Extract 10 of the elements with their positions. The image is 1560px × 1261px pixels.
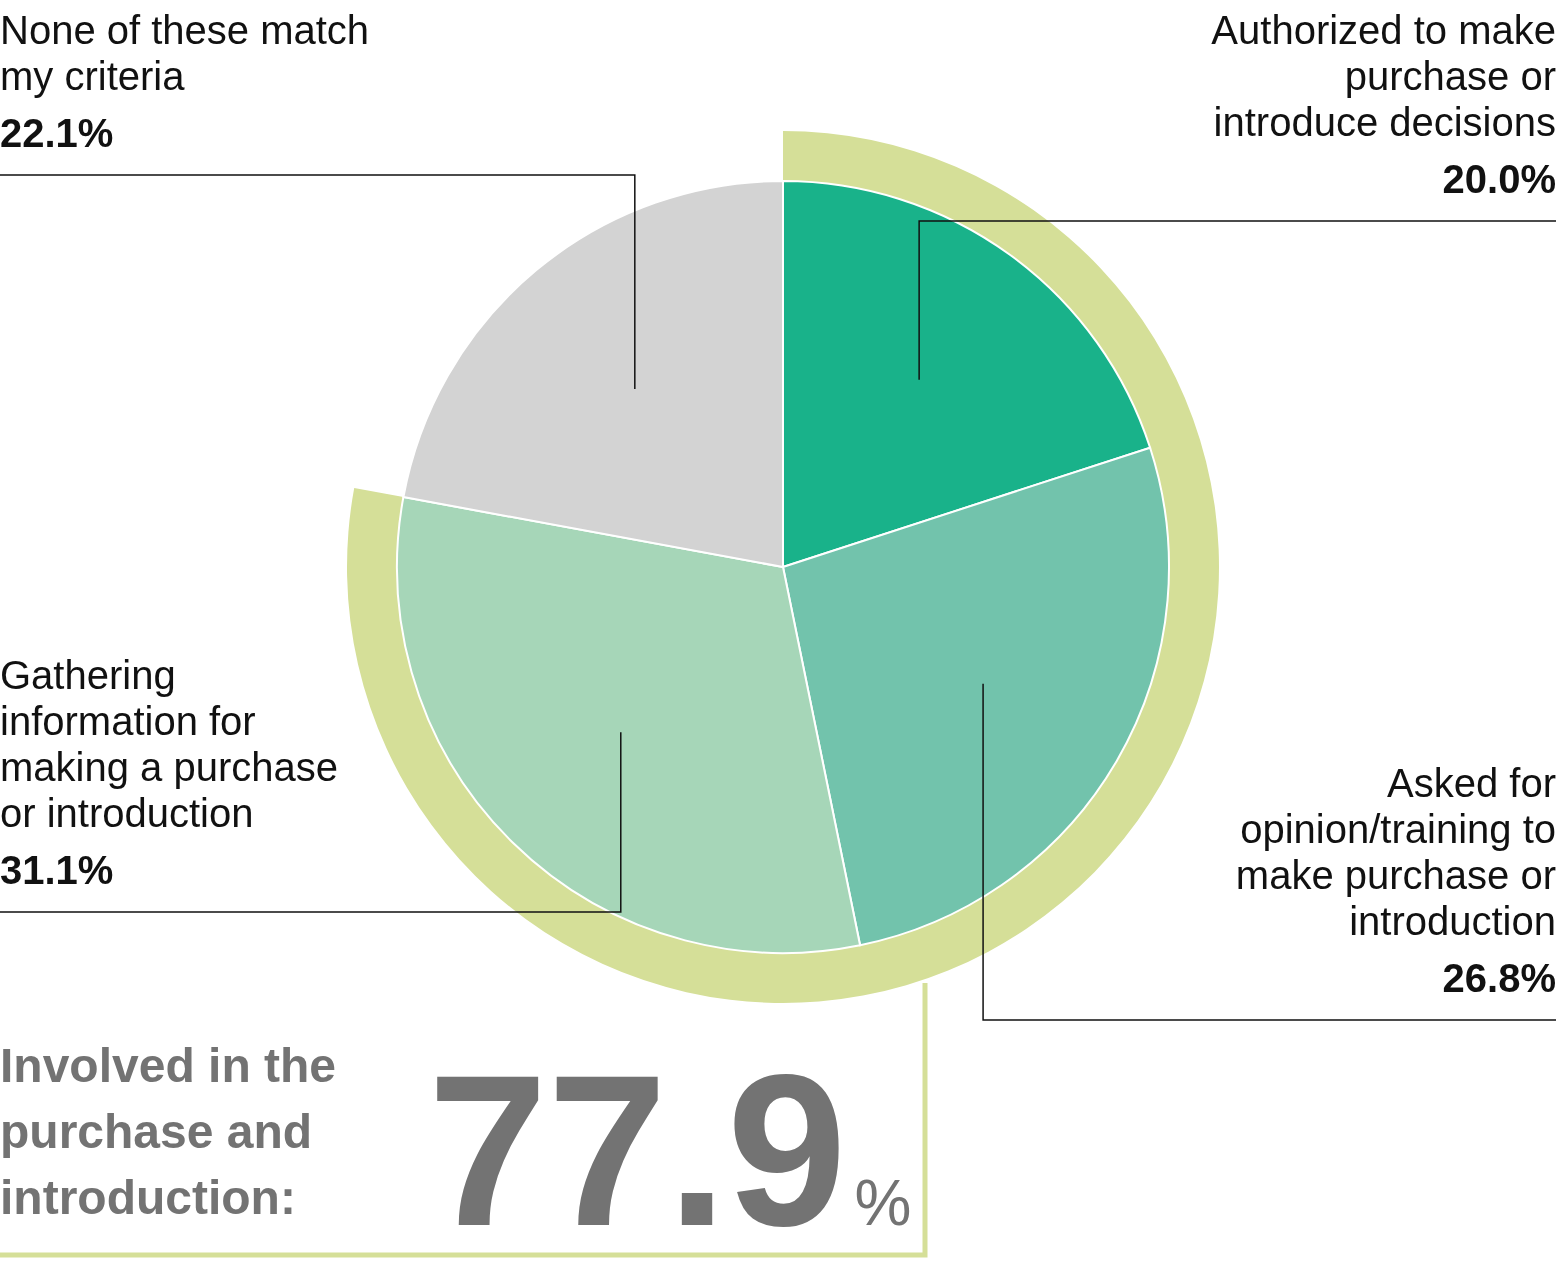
data-label: 20.0%	[1442, 157, 1556, 201]
text: 77.9%	[428, 1030, 912, 1261]
slice-label: Authorized to make purchase or introduce decisions	[1211, 8, 1556, 144]
data-label: 31.1%	[0, 848, 114, 892]
text: Involved in the purchase and introduction:	[0, 1039, 337, 1224]
slice-label: Gathering information for making a purchase or introduction	[0, 653, 338, 835]
slice-label: Asked for opinion/training to make purchase or introduction	[1235, 761, 1556, 943]
data-label: 22.1%	[0, 111, 114, 155]
slice-label: None of these match my criteria	[0, 8, 370, 98]
data-label: 26.8%	[1442, 956, 1556, 1000]
